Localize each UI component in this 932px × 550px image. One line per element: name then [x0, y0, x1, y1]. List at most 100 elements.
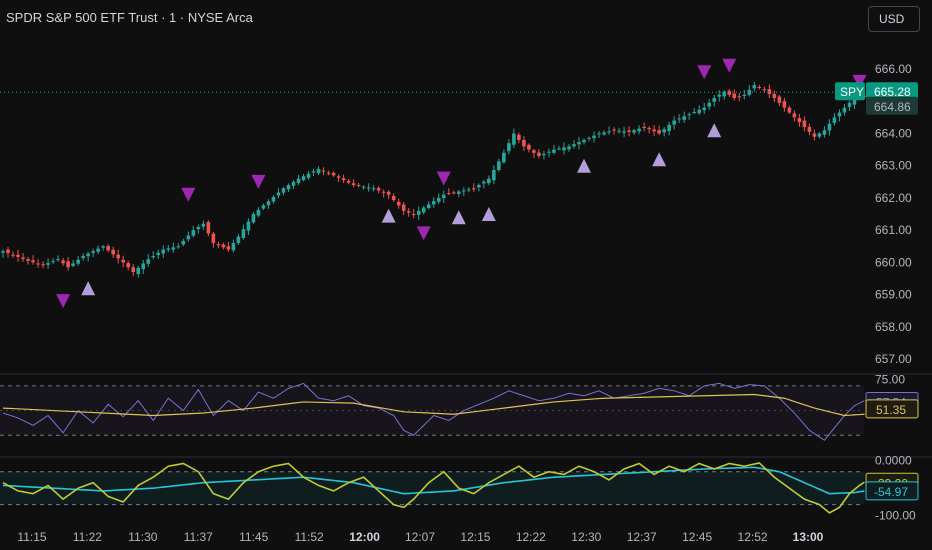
candle-body: [482, 181, 486, 184]
candle-body: [562, 147, 566, 151]
time-tick-label: 11:22: [73, 530, 102, 544]
candle-body: [747, 89, 752, 95]
candle-body: [126, 263, 131, 268]
candle-body: [792, 113, 797, 118]
candle-body: [186, 235, 191, 240]
candle-body: [286, 185, 291, 190]
candle-body: [236, 236, 241, 244]
candle-body: [276, 192, 281, 196]
candle-body: [166, 248, 171, 250]
candle-body: [291, 181, 296, 186]
candle-body: [477, 185, 481, 188]
time-tick-label: 12:22: [516, 530, 546, 544]
secondary-price-value: 664.86: [874, 100, 911, 114]
candle-body: [517, 134, 521, 140]
time-tick-label: 12:15: [460, 530, 490, 544]
signal-down-marker: [722, 58, 737, 73]
time-tick-label: 12:00: [349, 530, 380, 544]
candle-body: [36, 263, 40, 265]
candle-body: [46, 263, 50, 265]
time-tick-label: 12:37: [627, 530, 657, 544]
time-tick-label: 12:52: [738, 530, 768, 544]
candle-body: [106, 246, 110, 251]
candle-body: [111, 249, 115, 255]
candle-body: [266, 201, 271, 206]
candle-body: [306, 173, 311, 178]
candle-body: [492, 170, 496, 181]
time-tick-label: 11:30: [128, 530, 157, 544]
candle-body: [852, 98, 857, 105]
candle-body: [151, 255, 156, 258]
candle-body: [156, 252, 161, 256]
signal-up-marker: [381, 208, 396, 223]
candle-body: [116, 254, 120, 259]
candle-body: [191, 230, 196, 236]
candle-body: [91, 251, 95, 253]
candle-body: [136, 267, 141, 275]
candle-body: [497, 161, 501, 171]
candle-body: [161, 249, 166, 254]
signal-down-marker: [697, 65, 712, 80]
currency-button[interactable]: USD: [868, 6, 920, 32]
time-tick-label: 11:45: [239, 530, 268, 544]
candle-body: [86, 253, 90, 257]
candle-body: [391, 195, 396, 201]
rsi-ma-value: 51.35: [876, 403, 906, 417]
signal-down-marker: [416, 226, 431, 241]
price-tick-label: 659.00: [875, 288, 912, 302]
candle-body: [371, 188, 376, 190]
candle-body: [532, 150, 536, 153]
candle-body: [762, 89, 767, 91]
candle-body: [557, 148, 561, 150]
candle-body: [837, 112, 842, 117]
time-tick-label: 11:52: [295, 530, 324, 544]
signal-down-marker: [251, 174, 266, 189]
candle-body: [301, 176, 306, 180]
candle-body: [216, 244, 221, 246]
candle-body: [547, 151, 551, 153]
candle-body: [697, 109, 702, 114]
signal-down-marker: [852, 74, 867, 89]
candle-body: [797, 118, 802, 123]
candle-body: [416, 210, 421, 215]
time-axis: 11:15 11:22 11:30 11:37 11:45 11:52 12:00 12:07…: [17, 530, 823, 544]
candle-body: [386, 191, 391, 195]
candle-body: [812, 133, 817, 137]
candle-body: [627, 130, 631, 132]
candle-body: [41, 264, 45, 266]
candle-body: [346, 180, 351, 183]
candle-body: [411, 214, 416, 216]
candle-body: [6, 249, 10, 254]
candle-body: [652, 129, 656, 132]
candle-body: [772, 93, 777, 99]
candle-body: [211, 233, 216, 244]
candle-body: [767, 89, 772, 94]
candle-body: [76, 259, 80, 264]
candle-body: [246, 221, 251, 231]
price-tick-label: 657.00: [875, 352, 912, 366]
oscillator-pane: [0, 462, 865, 514]
price-tick-label: 662.00: [875, 191, 912, 205]
candle-body: [401, 204, 406, 211]
price-pane: [0, 58, 932, 458]
candle-body: [321, 170, 326, 172]
candle-body: [667, 124, 671, 132]
rsi-pane: [0, 382, 865, 441]
candle-body: [331, 172, 336, 176]
candle-body: [512, 133, 516, 145]
candle-body: [702, 107, 707, 111]
candle-body: [196, 226, 201, 230]
candle-body: [522, 139, 526, 147]
price-tick-label: 664.00: [875, 126, 912, 140]
rsi-ma-line: [2, 393, 865, 417]
chart-title: SPDR S&P 500 ETF Trust · 1 · NYSE Arca: [6, 10, 253, 25]
candle-body: [592, 135, 596, 139]
candle-body: [757, 86, 762, 88]
candle-body: [507, 143, 511, 152]
rsi-line: [2, 382, 865, 441]
candle-body: [16, 254, 20, 257]
candle-body: [647, 127, 651, 130]
candle-body: [451, 192, 456, 194]
candle-body: [567, 146, 571, 150]
